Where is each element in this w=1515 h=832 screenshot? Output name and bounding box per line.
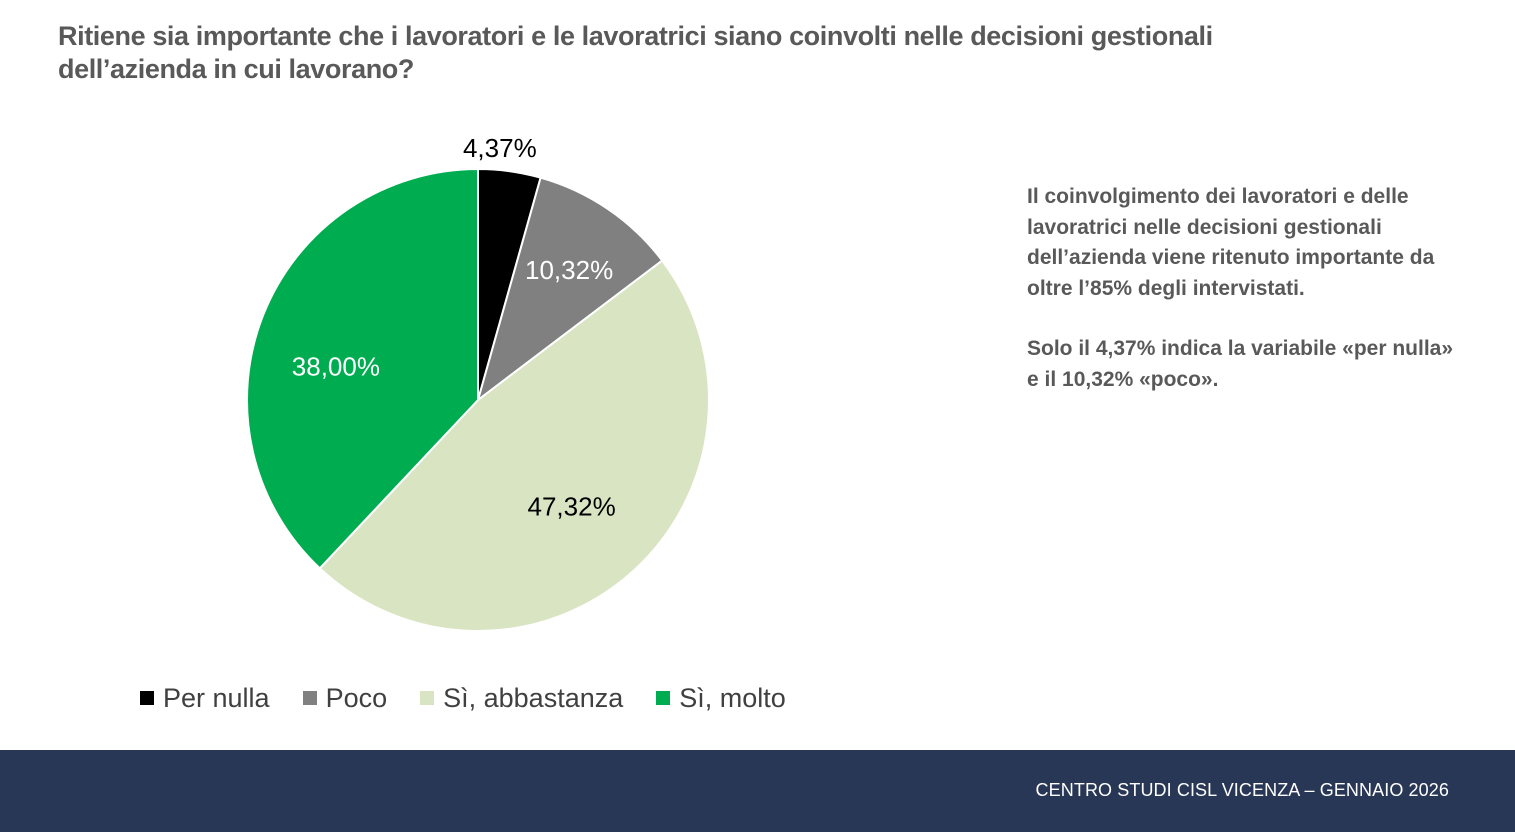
pie-chart: 4,37% 10,32% 47,32% 38,00% xyxy=(246,133,710,632)
data-label-per-nulla: 4,37% xyxy=(463,133,537,163)
commentary-paragraph-2: Solo il 4,37% indica la variabile «per n… xyxy=(1027,337,1454,391)
commentary-text: Il coinvolgimento dei lavoratori e delle… xyxy=(1027,182,1467,425)
legend-item-per-nulla: Per nulla xyxy=(140,683,270,714)
footer-bar: CENTRO STUDI CISL VICENZA – GENNAIO 2026 xyxy=(0,750,1515,832)
legend-label: Per nulla xyxy=(163,682,270,713)
data-label-poco: 10,32% xyxy=(525,255,613,285)
legend-swatch xyxy=(140,691,154,705)
legend-label: Poco xyxy=(325,682,388,713)
legend-item-si-abbastanza: Sì, abbastanza xyxy=(420,683,623,714)
commentary-paragraph-1: Il coinvolgimento dei lavoratori e delle… xyxy=(1027,185,1435,300)
pie-slice-poco xyxy=(476,176,664,403)
legend-item-poco: Poco xyxy=(302,682,388,714)
pie-slice-si-abbastanza xyxy=(318,259,710,632)
footer-text: CENTRO STUDI CISL VICENZA – GENNAIO 2026 xyxy=(1035,780,1449,800)
chart-legend: Per nulla Poco Sì, abbastanza Sì, molto xyxy=(140,681,819,715)
legend-swatch xyxy=(420,691,435,705)
data-label-si-molto: 38,00% xyxy=(292,352,380,382)
legend-swatch xyxy=(302,691,317,705)
legend-swatch xyxy=(656,691,671,705)
data-label-si-abbastanza: 47,32% xyxy=(528,491,616,521)
legend-label: Sì, abbastanza xyxy=(443,682,624,713)
pie-slice-si-molto xyxy=(246,167,479,570)
title-line-1: Ritiene sia importante che i lavoratori … xyxy=(58,21,1213,51)
page-title: Ritiene sia importante che i lavoratori … xyxy=(58,20,1358,86)
legend-item-si-molto: Sì, molto xyxy=(656,683,786,714)
legend-label: Sì, molto xyxy=(679,682,786,713)
title-line-2: dell’azienda in cui lavorano? xyxy=(58,54,414,84)
